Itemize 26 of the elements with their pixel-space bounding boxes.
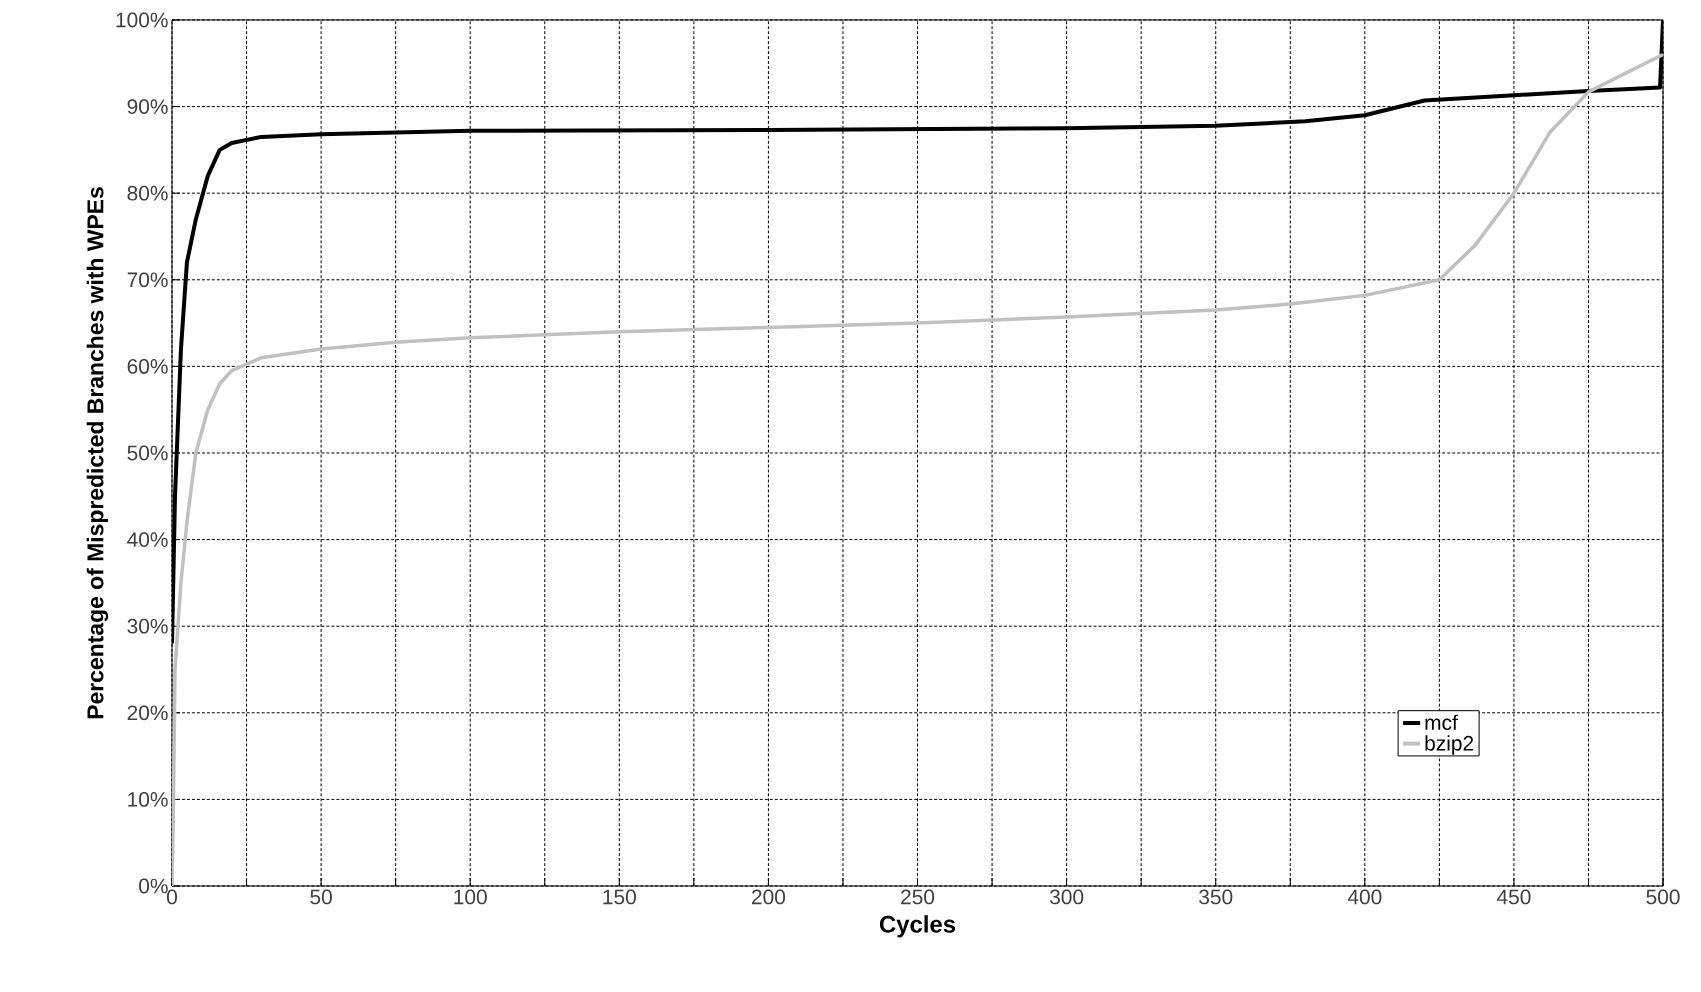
x-tick-label: 450: [1496, 889, 1531, 905]
x-tick-label: 400: [1347, 889, 1382, 905]
x-tick-label: 250: [901, 889, 935, 905]
y-tick-label: 70%: [127, 272, 168, 288]
x-tick-label: 300: [1049, 889, 1084, 905]
x-tick-label: 500: [1646, 889, 1680, 905]
y-tick-label: 20%: [127, 705, 168, 721]
y-tick-label: 40%: [127, 532, 168, 547]
x-tick-label: 0: [167, 889, 177, 905]
x-tick-label: 200: [752, 889, 786, 905]
y-tick-label: 100%: [116, 12, 168, 28]
legend-label: mcf: [1425, 714, 1458, 731]
y-tick-label: 90%: [127, 99, 168, 114]
y-tick-label: 10%: [128, 791, 168, 807]
y-tick-label: 50%: [127, 445, 168, 461]
x-tick-label: 100: [454, 889, 487, 905]
y-tick-label: 0%: [139, 878, 168, 894]
x-tick-label: 350: [1199, 889, 1233, 905]
y-tick-label: 60%: [127, 358, 168, 374]
x-tick-label: 150: [603, 889, 636, 905]
legend-label: bzip2: [1425, 735, 1474, 755]
x-axis-title: Cycles: [879, 915, 956, 938]
y-tick-label: 30%: [127, 618, 168, 634]
y-axis-title: Percentage of Mispredicted Branches with WPEs: [86, 187, 109, 719]
x-tick-label: 50: [310, 889, 332, 905]
y-tick-label: 80%: [127, 185, 168, 201]
